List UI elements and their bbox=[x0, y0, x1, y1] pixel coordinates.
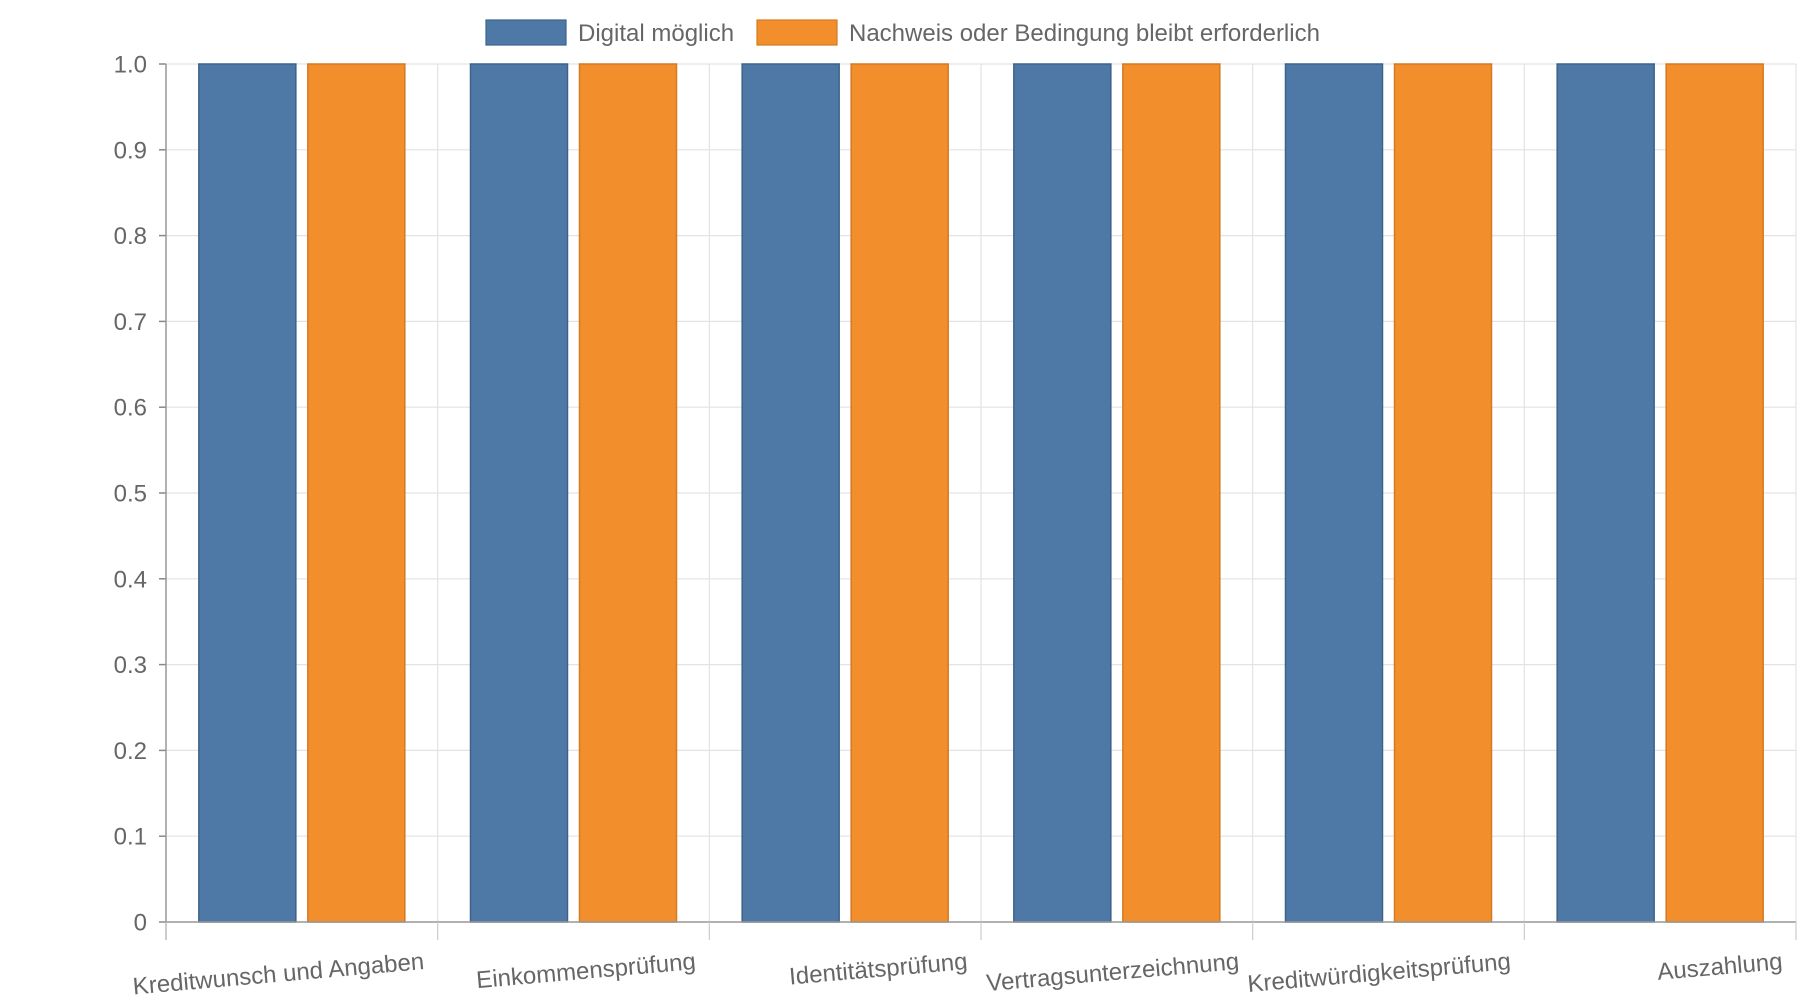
bar-nachweis-4 bbox=[1393, 63, 1493, 923]
x-axis-tick-label: Vertragsunterzeichnung bbox=[985, 948, 1240, 997]
x-axis-tick-label: Kreditwunsch und Angaben bbox=[132, 948, 425, 1000]
legend: Digital möglich Nachweis oder Bedingung b… bbox=[485, 19, 1320, 47]
x-axis-tick-labels: Kreditwunsch und Angaben Einkommensprüfun… bbox=[132, 948, 1784, 1000]
bar-digital-1 bbox=[469, 63, 569, 923]
bar-nachweis-1 bbox=[578, 63, 678, 923]
y-axis-tick-label: 1.0 bbox=[114, 52, 147, 79]
bar-nachweis-2 bbox=[850, 63, 949, 923]
y-axis-tick-label: 0.3 bbox=[114, 652, 147, 679]
legend-label-nachweis: Nachweis oder Bedingung bleibt erforderl… bbox=[849, 20, 1320, 47]
y-axis-tick-label: 0.5 bbox=[114, 481, 147, 508]
legend-swatch-nachweis bbox=[756, 19, 838, 46]
x-axis-tick-label: Identitätsprüfung bbox=[788, 948, 968, 990]
y-axis-tick-label: 0.6 bbox=[114, 395, 147, 422]
x-axis-tick-label: Auszahlung bbox=[1656, 948, 1783, 986]
x-axis-tick-label: Einkommensprüfung bbox=[475, 948, 697, 994]
legend-label-digital: Digital möglich bbox=[578, 20, 734, 47]
legend-swatch-digital bbox=[485, 19, 567, 46]
grid bbox=[165, 63, 1797, 923]
bar-digital-5 bbox=[1556, 63, 1655, 923]
y-axis-tick-labels: 0 0.1 0.2 0.3 0.4 0.5 0.6 0.7 0.8 0.9 1.0 bbox=[114, 52, 147, 937]
bar-digital-0 bbox=[198, 63, 297, 923]
y-axis-tick-label: 0.1 bbox=[114, 824, 147, 851]
y-axis-tick-label: 0.4 bbox=[114, 566, 147, 593]
bar-nachweis-5 bbox=[1665, 63, 1764, 923]
y-axis-tick-label: 0.9 bbox=[114, 137, 147, 164]
bar-nachweis-0 bbox=[307, 63, 406, 923]
y-axis-tick-label: 0.2 bbox=[114, 738, 147, 765]
bar-digital-3 bbox=[1013, 63, 1112, 923]
bar-digital-2 bbox=[741, 63, 840, 923]
bar-nachweis-3 bbox=[1122, 63, 1221, 923]
axes bbox=[159, 63, 1797, 940]
x-axis-tick-label: Kreditwürdigkeitsprüfung bbox=[1246, 948, 1511, 998]
y-axis-tick-label: 0.7 bbox=[114, 309, 147, 336]
bars bbox=[198, 63, 1764, 923]
y-axis-tick-label: 0 bbox=[134, 910, 147, 937]
y-axis-tick-label: 0.8 bbox=[114, 223, 147, 250]
bar-digital-4 bbox=[1284, 63, 1384, 923]
